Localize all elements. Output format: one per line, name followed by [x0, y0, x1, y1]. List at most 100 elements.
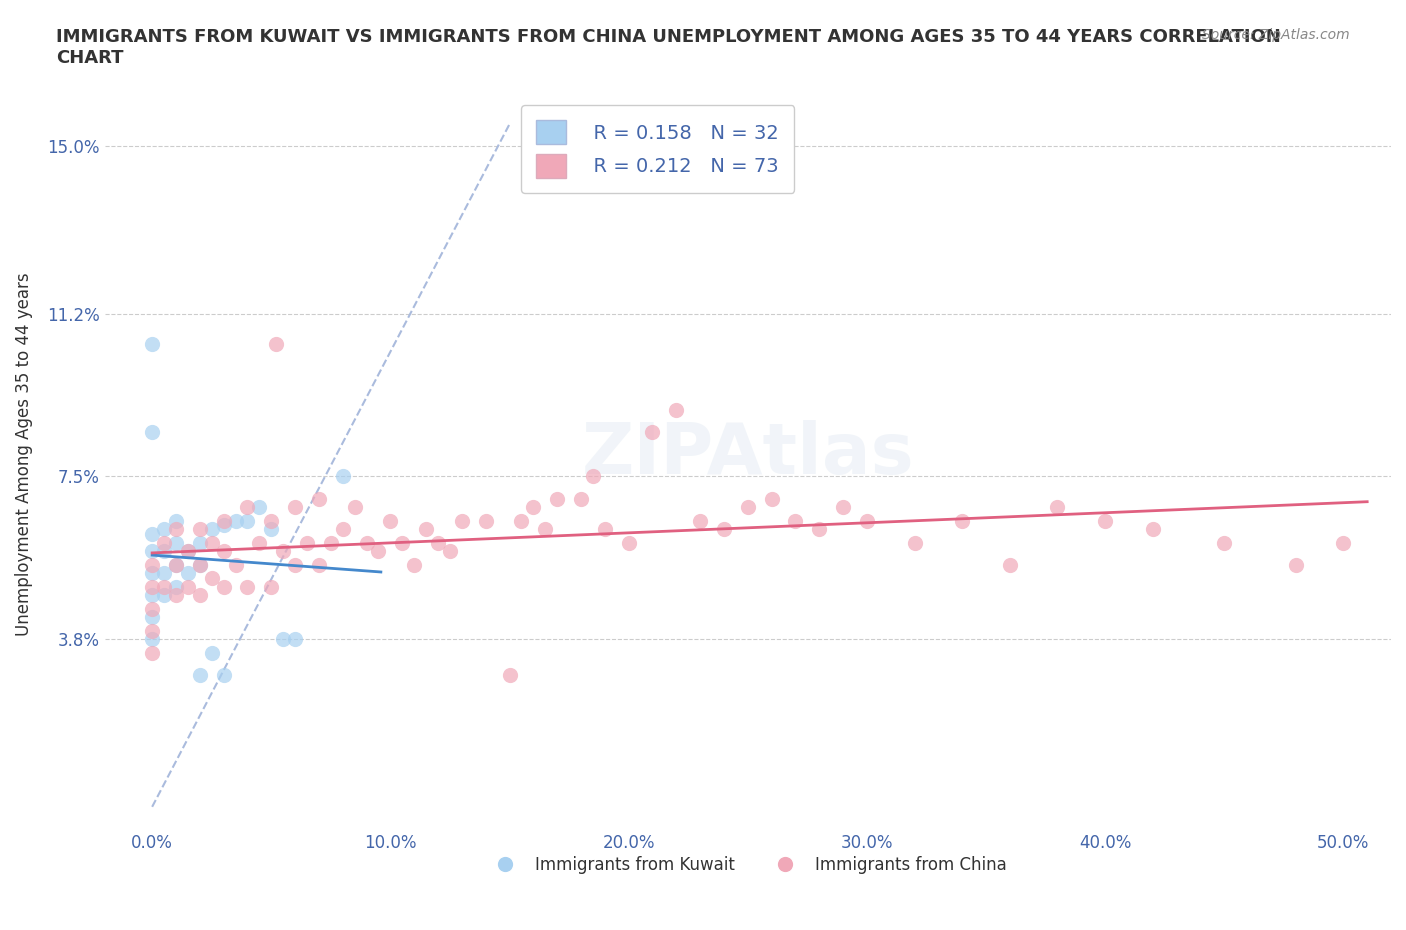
Y-axis label: Unemployment Among Ages 35 to 44 years: Unemployment Among Ages 35 to 44 years — [15, 272, 32, 636]
Point — [188, 557, 211, 572]
Point — [153, 588, 176, 603]
Text: Source: ZipAtlas.com: Source: ZipAtlas.com — [1202, 28, 1350, 42]
Point — [689, 513, 711, 528]
Point — [141, 645, 163, 660]
Point — [188, 522, 211, 537]
Point — [284, 632, 307, 647]
Point — [391, 535, 413, 550]
Point — [247, 500, 270, 515]
Point — [165, 588, 187, 603]
Point — [260, 513, 283, 528]
Point — [1046, 500, 1069, 515]
Point — [177, 579, 200, 594]
Point — [510, 513, 533, 528]
Point — [427, 535, 450, 550]
Point — [785, 513, 807, 528]
Point — [641, 425, 664, 440]
Text: IMMIGRANTS FROM KUWAIT VS IMMIGRANTS FROM CHINA UNEMPLOYMENT AMONG AGES 35 TO 44: IMMIGRANTS FROM KUWAIT VS IMMIGRANTS FRO… — [56, 28, 1281, 67]
Point — [295, 535, 318, 550]
Point — [582, 469, 605, 484]
Point — [153, 535, 176, 550]
Point — [165, 557, 187, 572]
Point — [1142, 522, 1164, 537]
Point — [141, 579, 163, 594]
Point — [998, 557, 1021, 572]
Point — [617, 535, 640, 550]
Point — [141, 601, 163, 616]
Point — [247, 535, 270, 550]
Point — [141, 632, 163, 647]
Point — [141, 623, 163, 638]
Point — [404, 557, 426, 572]
Point — [141, 588, 163, 603]
Point — [165, 557, 187, 572]
Point — [141, 566, 163, 581]
Point — [713, 522, 735, 537]
Point — [141, 337, 163, 352]
Point — [808, 522, 831, 537]
Point — [271, 544, 294, 559]
Point — [188, 535, 211, 550]
Point — [832, 500, 855, 515]
Point — [284, 500, 307, 515]
Point — [522, 500, 544, 515]
Point — [177, 544, 200, 559]
Point — [367, 544, 389, 559]
Point — [225, 557, 247, 572]
Point — [319, 535, 342, 550]
Point — [201, 535, 224, 550]
Point — [665, 403, 688, 418]
Point — [153, 566, 176, 581]
Point — [141, 610, 163, 625]
Point — [761, 491, 783, 506]
Point — [737, 500, 759, 515]
Point — [498, 667, 520, 682]
Point — [236, 500, 259, 515]
Point — [343, 500, 366, 515]
Point — [1213, 535, 1236, 550]
Point — [236, 513, 259, 528]
Point — [271, 632, 294, 647]
Point — [264, 337, 287, 352]
Point — [260, 522, 283, 537]
Point — [153, 579, 176, 594]
Point — [188, 557, 211, 572]
Point — [201, 522, 224, 537]
Point — [569, 491, 592, 506]
Point — [856, 513, 879, 528]
Point — [165, 579, 187, 594]
Point — [260, 579, 283, 594]
Point — [1094, 513, 1116, 528]
Point — [212, 579, 235, 594]
Legend: Immigrants from Kuwait, Immigrants from China: Immigrants from Kuwait, Immigrants from … — [482, 849, 1014, 881]
Point — [546, 491, 568, 506]
Point — [1331, 535, 1354, 550]
Point — [380, 513, 402, 528]
Point — [212, 517, 235, 532]
Point — [141, 425, 163, 440]
Point — [950, 513, 973, 528]
Point — [212, 544, 235, 559]
Point — [188, 588, 211, 603]
Point — [165, 522, 187, 537]
Point — [308, 491, 330, 506]
Point — [141, 544, 163, 559]
Point — [225, 513, 247, 528]
Point — [141, 526, 163, 541]
Point — [356, 535, 378, 550]
Point — [415, 522, 437, 537]
Point — [141, 557, 163, 572]
Point — [236, 579, 259, 594]
Point — [165, 535, 187, 550]
Point — [903, 535, 925, 550]
Point — [308, 557, 330, 572]
Point — [284, 557, 307, 572]
Point — [153, 522, 176, 537]
Point — [212, 667, 235, 682]
Point — [177, 566, 200, 581]
Point — [439, 544, 461, 559]
Point — [212, 513, 235, 528]
Point — [188, 667, 211, 682]
Point — [1285, 557, 1308, 572]
Text: ZIPAtlas: ZIPAtlas — [582, 420, 914, 489]
